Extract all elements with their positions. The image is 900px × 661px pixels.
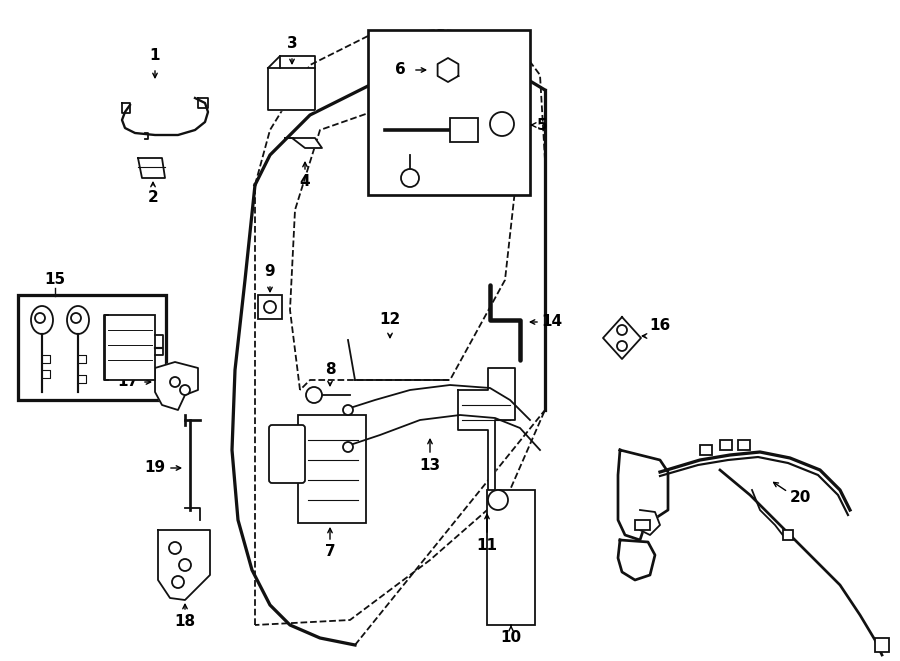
Text: 8: 8 [325, 362, 336, 377]
Text: 18: 18 [175, 615, 195, 629]
FancyBboxPatch shape [269, 425, 305, 483]
Polygon shape [618, 450, 668, 540]
Polygon shape [603, 317, 641, 359]
Circle shape [169, 542, 181, 554]
Text: 6: 6 [394, 63, 405, 77]
Text: 14: 14 [542, 315, 562, 329]
Polygon shape [138, 158, 165, 178]
Polygon shape [640, 510, 660, 535]
Bar [18, 295, 166, 400]
Text: 7: 7 [325, 545, 336, 559]
Bar [258, 295, 282, 319]
Circle shape [617, 341, 627, 351]
Text: 1: 1 [149, 48, 160, 63]
Bar [635, 520, 650, 530]
Circle shape [179, 559, 191, 571]
Circle shape [343, 442, 353, 452]
Text: 10: 10 [500, 631, 522, 646]
Circle shape [617, 325, 627, 335]
Bar [700, 445, 712, 455]
Text: 19: 19 [144, 461, 166, 475]
Text: 9: 9 [265, 264, 275, 280]
Ellipse shape [31, 306, 53, 334]
Bar [738, 440, 750, 450]
Polygon shape [437, 58, 458, 82]
Bar [487, 490, 535, 625]
Text: 17: 17 [117, 375, 139, 389]
Polygon shape [458, 368, 515, 490]
Bar [298, 415, 366, 523]
Circle shape [180, 385, 190, 395]
Text: 13: 13 [419, 457, 441, 473]
Ellipse shape [67, 306, 89, 334]
Circle shape [172, 576, 184, 588]
Text: 12: 12 [380, 313, 400, 327]
Polygon shape [158, 530, 210, 600]
Text: 4: 4 [300, 175, 310, 190]
Bar [720, 440, 732, 450]
Circle shape [490, 112, 514, 136]
Text: 5: 5 [536, 118, 547, 132]
Bar [875, 638, 889, 652]
Circle shape [264, 301, 276, 313]
Circle shape [343, 405, 353, 415]
Text: 20: 20 [789, 490, 811, 506]
Polygon shape [285, 138, 322, 148]
Bar [368, 30, 530, 195]
Text: 15: 15 [44, 272, 66, 288]
Text: 11: 11 [476, 537, 498, 553]
Polygon shape [155, 362, 198, 410]
Bar [105, 315, 155, 380]
Polygon shape [618, 540, 655, 580]
Circle shape [306, 387, 322, 403]
Text: 3: 3 [287, 36, 297, 52]
Circle shape [71, 313, 81, 323]
Text: 2: 2 [148, 190, 158, 206]
Polygon shape [268, 68, 315, 110]
Circle shape [401, 169, 419, 187]
Text: 16: 16 [650, 317, 670, 332]
Circle shape [170, 377, 180, 387]
Circle shape [35, 313, 45, 323]
Bar [783, 530, 793, 540]
Bar [450, 118, 478, 142]
Circle shape [488, 490, 508, 510]
